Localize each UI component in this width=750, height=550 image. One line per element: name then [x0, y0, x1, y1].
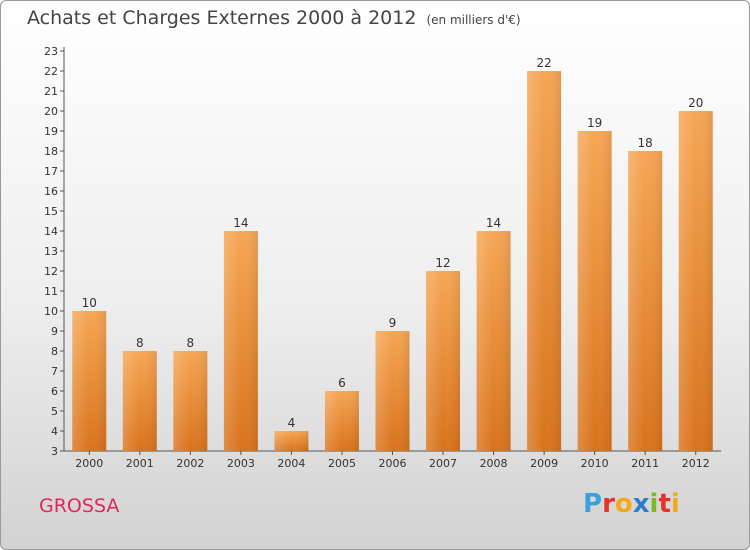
proxiti-logo: Proxiti [583, 489, 680, 519]
data-label: 12 [435, 256, 450, 270]
y-tick-label: 15 [44, 205, 58, 218]
data-label: 19 [587, 116, 602, 130]
y-tick-label: 16 [44, 185, 58, 198]
x-tick-label: 2009 [530, 457, 558, 470]
chart-subtitle: (en milliers d'€) [426, 13, 521, 27]
y-tick-label: 6 [51, 385, 58, 398]
x-tick-label: 2010 [581, 457, 609, 470]
y-tick-label: 21 [44, 85, 58, 98]
data-label: 18 [638, 136, 653, 150]
logo-letter: x [632, 489, 650, 519]
bar-shine [274, 431, 309, 451]
bar-shine [426, 271, 461, 451]
y-tick-label: 22 [44, 65, 58, 78]
bar-shine [476, 231, 511, 451]
chart-title: Achats et Charges Externes 2000 à 2012 (e… [27, 7, 521, 29]
data-label: 9 [389, 316, 397, 330]
data-label: 14 [486, 216, 501, 230]
chart-title-text: Achats et Charges Externes 2000 à 2012 [27, 7, 417, 29]
y-tick-label: 12 [44, 265, 58, 278]
x-tick-label: 2000 [75, 457, 103, 470]
x-tick-label: 2012 [682, 457, 710, 470]
y-tick-label: 3 [51, 445, 58, 458]
y-tick-label: 14 [44, 225, 58, 238]
bar-shine [375, 331, 410, 451]
data-label: 8 [136, 336, 144, 350]
x-tick-label: 2007 [429, 457, 457, 470]
y-tick-label: 17 [44, 165, 58, 178]
logo-letter: t [658, 489, 671, 519]
x-tick-label: 2001 [126, 457, 154, 470]
y-tick-label: 11 [44, 285, 58, 298]
y-tick-label: 19 [44, 125, 58, 138]
y-tick-label: 5 [51, 405, 58, 418]
y-tick-label: 18 [44, 145, 58, 158]
bar-shine [173, 351, 208, 451]
y-tick-label: 4 [51, 425, 58, 438]
bar-shine [678, 111, 713, 451]
data-label: 8 [187, 336, 195, 350]
data-label: 10 [82, 296, 97, 310]
bar-shine [324, 391, 359, 451]
bar-shine [72, 311, 107, 451]
logo-letter: i [649, 489, 659, 519]
y-tick-label: 10 [44, 305, 58, 318]
data-label: 6 [338, 376, 346, 390]
data-label: 22 [536, 56, 551, 70]
logo-letter: o [614, 489, 633, 519]
bar-shine [122, 351, 157, 451]
bar-shine [223, 231, 258, 451]
y-tick-label: 20 [44, 105, 58, 118]
x-tick-label: 2004 [277, 457, 305, 470]
data-label: 14 [233, 216, 248, 230]
x-tick-label: 2005 [328, 457, 356, 470]
bar-shine [577, 131, 612, 451]
y-tick-label: 9 [51, 325, 58, 338]
y-tick-label: 23 [44, 45, 58, 58]
bar-shine [628, 151, 663, 451]
y-tick-label: 7 [51, 365, 58, 378]
town-name: GROSSA [39, 495, 120, 517]
x-tick-label: 2002 [176, 457, 204, 470]
x-tick-label: 2006 [379, 457, 407, 470]
logo-letter: P [583, 489, 603, 519]
y-tick-label: 13 [44, 245, 58, 258]
y-tick-label: 8 [51, 345, 58, 358]
bar-shine [527, 71, 562, 451]
logo-letter: i [670, 489, 680, 519]
data-label: 20 [688, 96, 703, 110]
x-tick-label: 2008 [480, 457, 508, 470]
x-tick-label: 2011 [631, 457, 659, 470]
logo-letter: r [602, 489, 615, 519]
x-tick-label: 2003 [227, 457, 255, 470]
data-label: 4 [288, 416, 296, 430]
